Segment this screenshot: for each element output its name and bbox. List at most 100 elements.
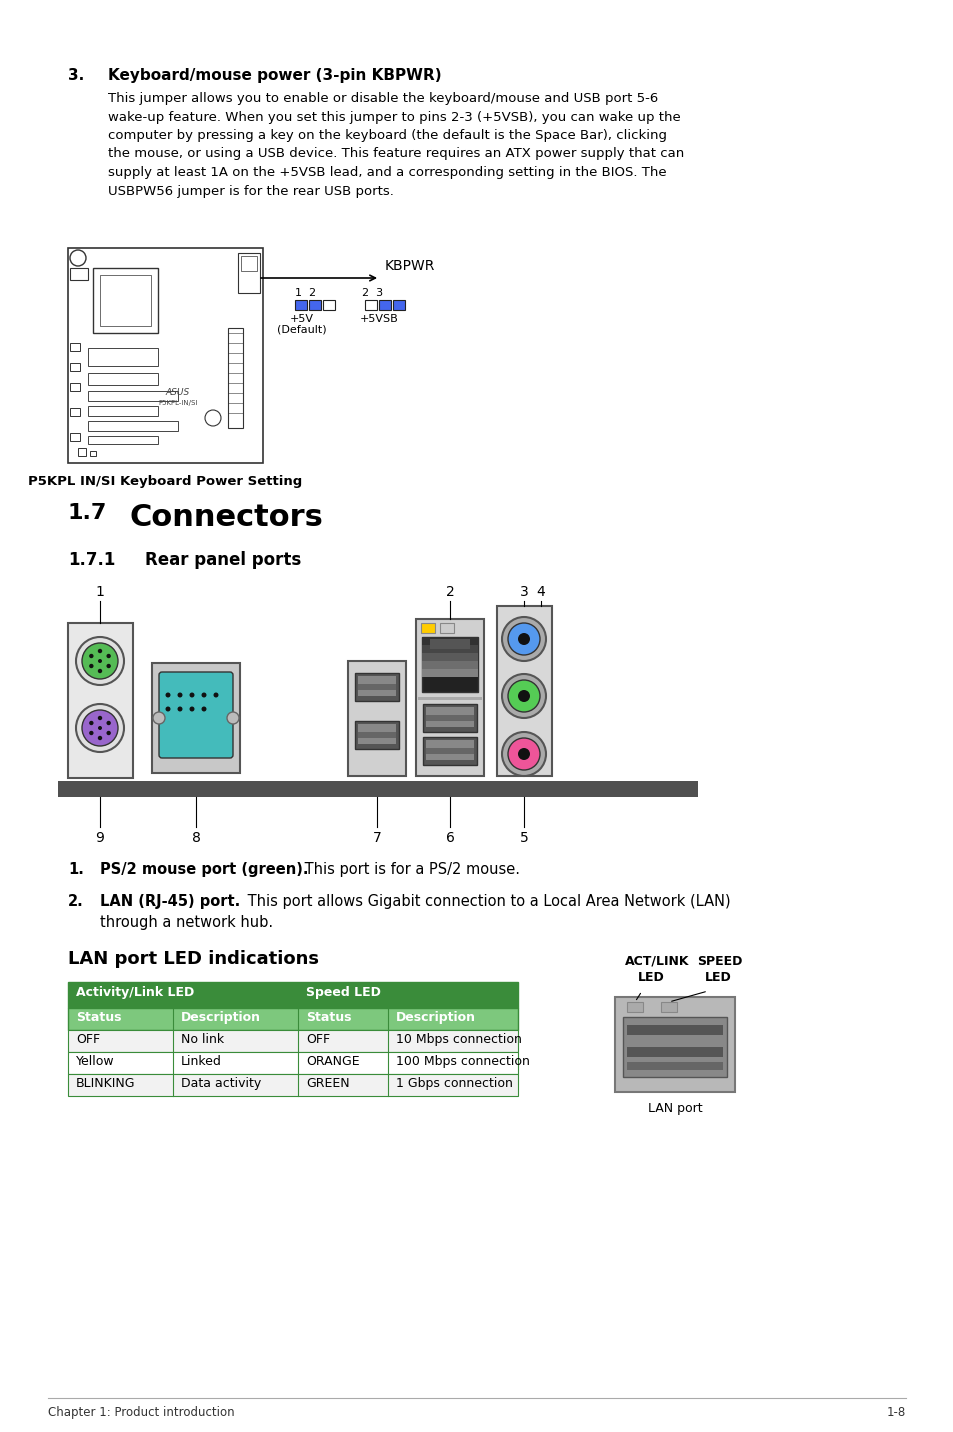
Bar [348, 662, 406, 776]
Bar [357, 725, 395, 745]
Circle shape [507, 737, 539, 770]
Bar [426, 707, 474, 727]
Text: 10 Mbps connection: 10 Mbps connection [395, 1032, 521, 1045]
Text: Data activity: Data activity [181, 1077, 261, 1090]
Text: Speed LED: Speed LED [306, 987, 380, 1000]
Text: P5KPL IN/SI Keyboard Power Setting: P5KPL IN/SI Keyboard Power Setting [28, 475, 302, 488]
Bar [439, 623, 454, 633]
Bar [355, 720, 398, 749]
Bar [497, 606, 552, 776]
Bar [430, 639, 470, 649]
Bar [88, 348, 158, 367]
Bar [152, 663, 240, 773]
Circle shape [501, 674, 545, 717]
Text: +5V: +5V [290, 314, 314, 324]
Text: LAN port LED indications: LAN port LED indications [68, 949, 318, 968]
Text: Status: Status [76, 1011, 121, 1024]
Circle shape [213, 693, 218, 697]
Bar [622, 1017, 726, 1077]
Bar [426, 748, 474, 755]
Bar [294, 299, 307, 309]
Bar [70, 268, 88, 281]
Bar [241, 256, 256, 271]
Text: LED: LED [704, 971, 731, 984]
Bar [88, 391, 178, 401]
Bar [68, 1030, 517, 1053]
Bar [88, 421, 178, 431]
Bar [58, 780, 698, 798]
Text: 2: 2 [445, 586, 454, 599]
Bar [228, 328, 243, 428]
Bar [393, 299, 405, 309]
Circle shape [89, 664, 93, 669]
Bar [421, 653, 477, 662]
Circle shape [89, 654, 93, 659]
Text: Chapter 1: Product introduction: Chapter 1: Product introduction [48, 1406, 234, 1419]
Bar [421, 662, 477, 669]
Bar [426, 715, 474, 720]
Bar [660, 1002, 677, 1012]
Text: 1-8: 1-8 [886, 1406, 905, 1419]
Bar [70, 362, 80, 371]
Bar [70, 408, 80, 417]
Circle shape [107, 720, 111, 725]
Text: 1: 1 [95, 586, 104, 599]
Bar [323, 299, 335, 309]
Bar [88, 372, 158, 385]
Bar [88, 407, 158, 417]
Text: This jumper allows you to enable or disable the keyboard/mouse and USB port 5-6
: This jumper allows you to enable or disa… [108, 92, 683, 198]
Text: 5: 5 [519, 831, 528, 845]
Text: OFF: OFF [76, 1032, 100, 1045]
Circle shape [98, 726, 102, 730]
Circle shape [190, 693, 194, 697]
Text: LAN port: LAN port [647, 1103, 701, 1116]
Bar [626, 1063, 722, 1070]
Text: GREEN: GREEN [306, 1077, 349, 1090]
Bar [68, 1008, 517, 1030]
Text: 1 Gbps connection: 1 Gbps connection [395, 1077, 513, 1090]
Bar [426, 740, 474, 760]
Text: 8: 8 [192, 831, 200, 845]
Text: 1.7: 1.7 [68, 503, 108, 523]
Text: This port is for a PS/2 mouse.: This port is for a PS/2 mouse. [299, 862, 519, 876]
Text: Connectors: Connectors [130, 503, 323, 533]
Circle shape [190, 706, 194, 712]
Text: ORANGE: ORANGE [306, 1055, 359, 1068]
Bar [626, 1025, 722, 1035]
Text: Description: Description [395, 1011, 476, 1024]
Text: KBPWR: KBPWR [385, 259, 435, 274]
Circle shape [82, 643, 118, 679]
Text: 6: 6 [445, 831, 454, 845]
Text: ASUS: ASUS [166, 388, 190, 397]
Circle shape [517, 690, 530, 702]
Text: This port allows Gigabit connection to a Local Area Network (LAN): This port allows Gigabit connection to a… [243, 894, 730, 909]
Text: LAN (RJ-45) port.: LAN (RJ-45) port. [100, 894, 240, 909]
Text: 3: 3 [519, 586, 528, 599]
Circle shape [201, 706, 206, 712]
Circle shape [98, 649, 102, 653]
Bar [626, 1002, 642, 1012]
Bar [421, 644, 477, 653]
Bar [421, 637, 477, 692]
FancyBboxPatch shape [159, 672, 233, 758]
Bar [615, 997, 734, 1093]
Text: Linked: Linked [181, 1055, 222, 1068]
Text: 2  3: 2 3 [361, 288, 383, 298]
Text: PS/2 mouse port (green).: PS/2 mouse port (green). [100, 862, 308, 876]
Circle shape [177, 693, 182, 697]
Text: 1.7.1: 1.7.1 [68, 551, 115, 569]
Text: 1  2: 1 2 [294, 288, 315, 298]
Text: 1.: 1. [68, 862, 84, 876]
Text: OFF: OFF [306, 1032, 330, 1045]
Circle shape [165, 706, 171, 712]
Circle shape [76, 705, 124, 752]
Bar [626, 1047, 722, 1057]
Text: 4: 4 [536, 586, 545, 599]
Text: through a network hub.: through a network hub. [100, 915, 273, 929]
Circle shape [177, 706, 182, 712]
Text: No link: No link [181, 1032, 224, 1045]
Circle shape [152, 712, 165, 725]
Circle shape [89, 730, 93, 735]
Circle shape [82, 710, 118, 746]
Text: BLINKING: BLINKING [76, 1077, 135, 1090]
